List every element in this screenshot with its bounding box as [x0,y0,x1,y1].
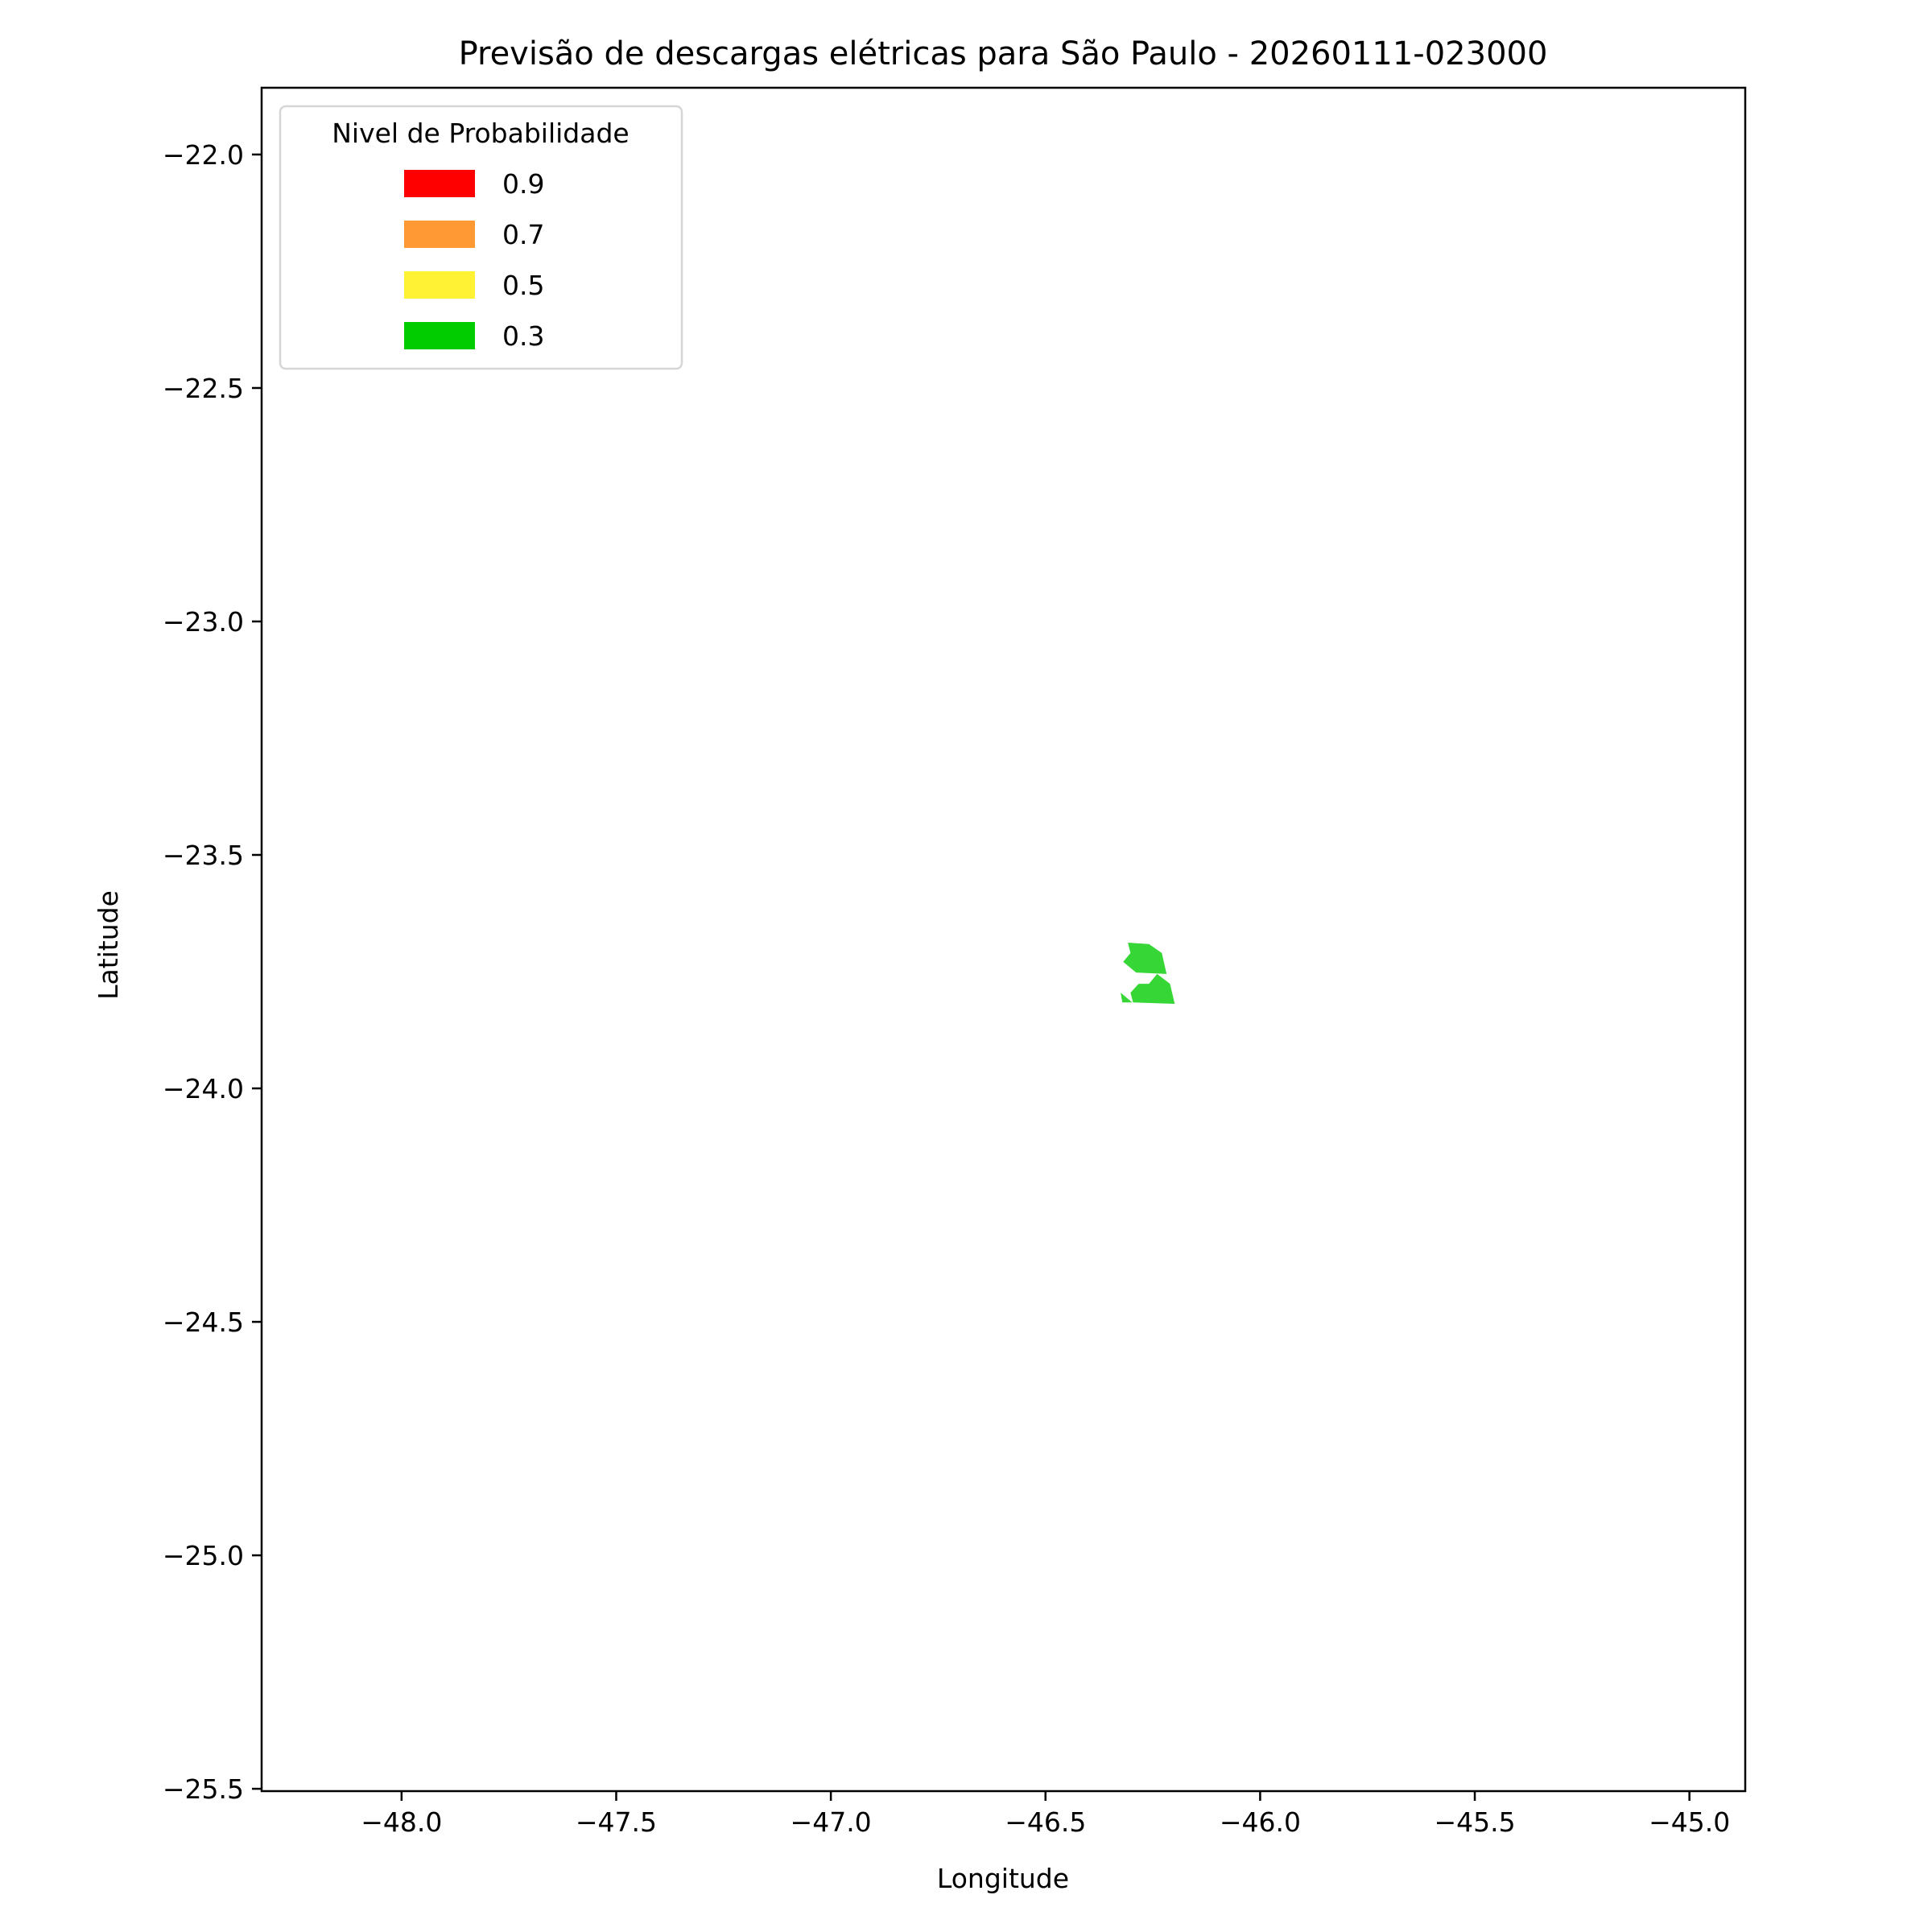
y-tick-label: −25.0 [163,1540,244,1571]
x-tick-label: −45.5 [1434,1806,1515,1838]
y-axis-label: Latitude [93,890,124,1000]
probability-polygon-0 [1123,943,1167,974]
legend-swatch [404,170,475,197]
x-tick-label: −48.0 [361,1806,442,1838]
x-tick-label: −46.5 [1005,1806,1086,1838]
legend-swatch [404,221,475,248]
legend-frame [279,105,683,370]
x-axis-label: Longitude [937,1863,1069,1894]
plot-area [1121,943,1175,1005]
y-axis: −22.0 −22.5 −23.0 −23.5 −24.0 −24.5 −25.0 −25.5 [163,139,262,1805]
legend-title: Nivel de Probabilidade [332,118,629,149]
y-tick-label: −24.5 [163,1307,244,1338]
probability-polygon-1 [1130,973,1175,1005]
legend-swatch [404,322,475,349]
x-tick-label: −45.0 [1649,1806,1730,1838]
axes-frame [260,86,1747,1793]
legend: Nivel de Probabilidade 0.9 0.7 0.5 0.3 [279,105,683,370]
y-tick-label: −25.5 [163,1773,244,1805]
y-tick-label: −24.0 [163,1073,244,1104]
x-tick-label: −47.0 [791,1806,872,1838]
chart-title: Previsão de descargas elétricas para São… [459,35,1548,72]
y-tick-label: −23.0 [163,606,244,638]
x-tick-label: −47.5 [576,1806,657,1838]
legend-swatch [404,271,475,299]
y-tick-label: −23.5 [163,840,244,871]
x-axis: −48.0 −47.5 −47.0 −46.5 −46.0 −45.5 −45.0 [361,1791,1730,1838]
x-tick-label: −46.0 [1220,1806,1301,1838]
legend-label: 0.5 [502,270,544,301]
legend-label: 0.7 [502,219,544,250]
y-tick-label: −22.5 [163,373,244,404]
legend-label: 0.9 [502,168,544,200]
legend-label: 0.3 [502,320,544,352]
probability-polygon-2 [1121,993,1133,1003]
y-tick-label: −22.0 [163,139,244,171]
